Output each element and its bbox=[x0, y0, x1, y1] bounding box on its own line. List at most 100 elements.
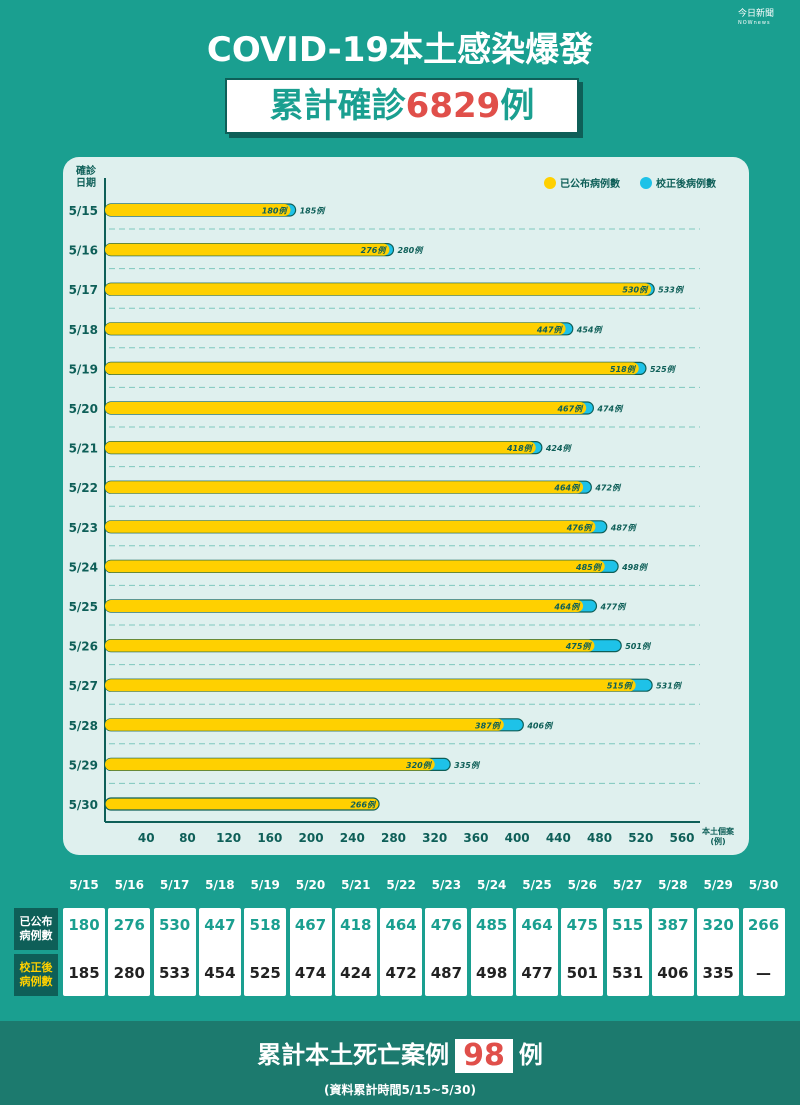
category-label: 5/17 bbox=[69, 283, 98, 297]
x-tick-label: 80 bbox=[179, 831, 196, 845]
bar-published bbox=[105, 639, 595, 652]
x-axis-label-line2: (例) bbox=[710, 836, 725, 846]
cell-published: 485 bbox=[476, 916, 508, 934]
bar-published bbox=[104, 797, 380, 811]
table-date-header: 5/16 bbox=[114, 878, 145, 892]
table-date-header: 5/30 bbox=[748, 878, 779, 892]
death-count: 累計本土死亡案例 98 例 bbox=[0, 1035, 800, 1073]
data-label-published: 475例 bbox=[565, 642, 593, 651]
cell-corrected: 472 bbox=[385, 964, 417, 982]
bar-published bbox=[105, 402, 587, 414]
table-column: 266 — bbox=[742, 908, 785, 996]
data-label-corrected: 335例 bbox=[454, 761, 481, 770]
data-label-corrected: 501例 bbox=[625, 642, 652, 651]
table-column: 180 185 bbox=[63, 908, 105, 996]
table-column: 464 472 bbox=[380, 908, 423, 996]
category-label: 5/21 bbox=[69, 442, 98, 456]
category-label: 5/25 bbox=[69, 600, 98, 614]
cell-corrected: 474 bbox=[294, 964, 327, 982]
death-number: 98 bbox=[455, 1039, 513, 1073]
cell-corrected: 424 bbox=[340, 964, 372, 982]
data-label-published: 266例 bbox=[350, 801, 377, 810]
data-label-published: 515例 bbox=[607, 682, 634, 691]
brand-sub: NOWnews bbox=[738, 20, 771, 26]
bar-published bbox=[105, 758, 435, 771]
bar-published bbox=[105, 283, 652, 296]
table-column: 418 424 bbox=[334, 908, 377, 996]
data-label-published: 387例 bbox=[475, 721, 502, 730]
category-label: 5/20 bbox=[69, 402, 98, 416]
category-label: 5/30 bbox=[69, 798, 98, 812]
cell-published: 180 bbox=[68, 916, 100, 934]
cell-published: 476 bbox=[430, 916, 463, 934]
cell-published: 530 bbox=[158, 916, 191, 934]
table-column: 475 501 bbox=[561, 908, 604, 996]
bar-published bbox=[105, 322, 566, 335]
data-label-published: 320例 bbox=[406, 761, 433, 770]
category-label: 5/24 bbox=[69, 560, 98, 574]
cell-corrected: 498 bbox=[476, 964, 508, 982]
x-tick-label: 200 bbox=[299, 831, 324, 845]
table-date-header: 5/27 bbox=[612, 878, 643, 892]
category-label: 5/22 bbox=[69, 481, 98, 495]
legend-swatch-published bbox=[544, 177, 556, 189]
category-label: 5/28 bbox=[69, 719, 98, 733]
total-suffix: 例 bbox=[500, 86, 535, 126]
cell-published: 266 bbox=[747, 916, 780, 934]
brand-name: 今日新聞 bbox=[738, 9, 775, 19]
cell-published: 515 bbox=[611, 916, 644, 934]
total-cases-banner: 累計確診6829例 bbox=[225, 78, 579, 134]
y-axis-label-line2: 日期 bbox=[76, 176, 96, 189]
bar-published bbox=[105, 718, 504, 731]
data-label-published: 530例 bbox=[622, 286, 649, 295]
total-prefix: 累計確診 bbox=[269, 86, 406, 126]
data-label-published: 180例 bbox=[262, 207, 289, 216]
cell-corrected: 335 bbox=[702, 964, 734, 982]
category-label: 5/27 bbox=[69, 679, 98, 693]
x-tick-label: 120 bbox=[216, 831, 241, 845]
x-tick-label: 160 bbox=[257, 831, 282, 845]
cell-published: 518 bbox=[249, 916, 281, 934]
table-column: 387 406 bbox=[651, 908, 694, 996]
data-label-published: 518例 bbox=[610, 365, 637, 374]
x-tick-label: 240 bbox=[340, 831, 365, 845]
data-label-corrected: 474例 bbox=[596, 405, 624, 414]
data-label-corrected: 525例 bbox=[650, 365, 677, 374]
page-title: COVID-19本土感染爆發 bbox=[206, 30, 594, 70]
table-column: 276 280 bbox=[108, 908, 151, 996]
data-label-corrected: 498例 bbox=[621, 563, 649, 572]
data-label-published: 464例 bbox=[553, 484, 581, 493]
cell-corrected: 531 bbox=[611, 964, 644, 982]
bar-published bbox=[105, 520, 596, 533]
x-tick-label: 400 bbox=[505, 831, 530, 845]
data-label-corrected: 531例 bbox=[656, 682, 683, 691]
table-date-header: 5/24 bbox=[476, 878, 507, 892]
bar-published bbox=[105, 204, 291, 216]
table-column: 467 474 bbox=[289, 908, 332, 996]
cell-published: 464 bbox=[385, 916, 417, 934]
cell-published: 276 bbox=[113, 916, 145, 934]
table-column: 518 525 bbox=[244, 908, 287, 996]
footer: 累計本土死亡案例 98 例 (資料累計時間5/15~5/30) bbox=[0, 1021, 800, 1105]
table-column: 515 531 bbox=[606, 908, 649, 996]
table-column: 464 477 bbox=[516, 908, 558, 996]
category-label: 5/26 bbox=[69, 640, 98, 654]
table-date-header: 5/23 bbox=[431, 878, 462, 892]
legend-label-published: 已公布病例數 bbox=[560, 177, 620, 190]
cell-published: 387 bbox=[657, 916, 689, 934]
table-date-header: 5/21 bbox=[341, 878, 371, 892]
cell-published: 320 bbox=[702, 916, 734, 934]
bar-published bbox=[105, 481, 584, 494]
table-date-header: 5/29 bbox=[703, 878, 733, 892]
table-column: 476 487 bbox=[425, 908, 468, 996]
bar-published bbox=[105, 679, 636, 692]
cell-corrected: 477 bbox=[521, 964, 553, 982]
x-tick-label: 360 bbox=[463, 831, 488, 845]
x-tick-label: 40 bbox=[138, 831, 155, 845]
category-label: 5/23 bbox=[69, 521, 98, 535]
cell-corrected: 487 bbox=[430, 964, 463, 982]
cell-published: 418 bbox=[340, 916, 372, 934]
table-date-header: 5/26 bbox=[567, 878, 598, 892]
x-axis-label-line1: 本土個案 bbox=[701, 826, 735, 836]
